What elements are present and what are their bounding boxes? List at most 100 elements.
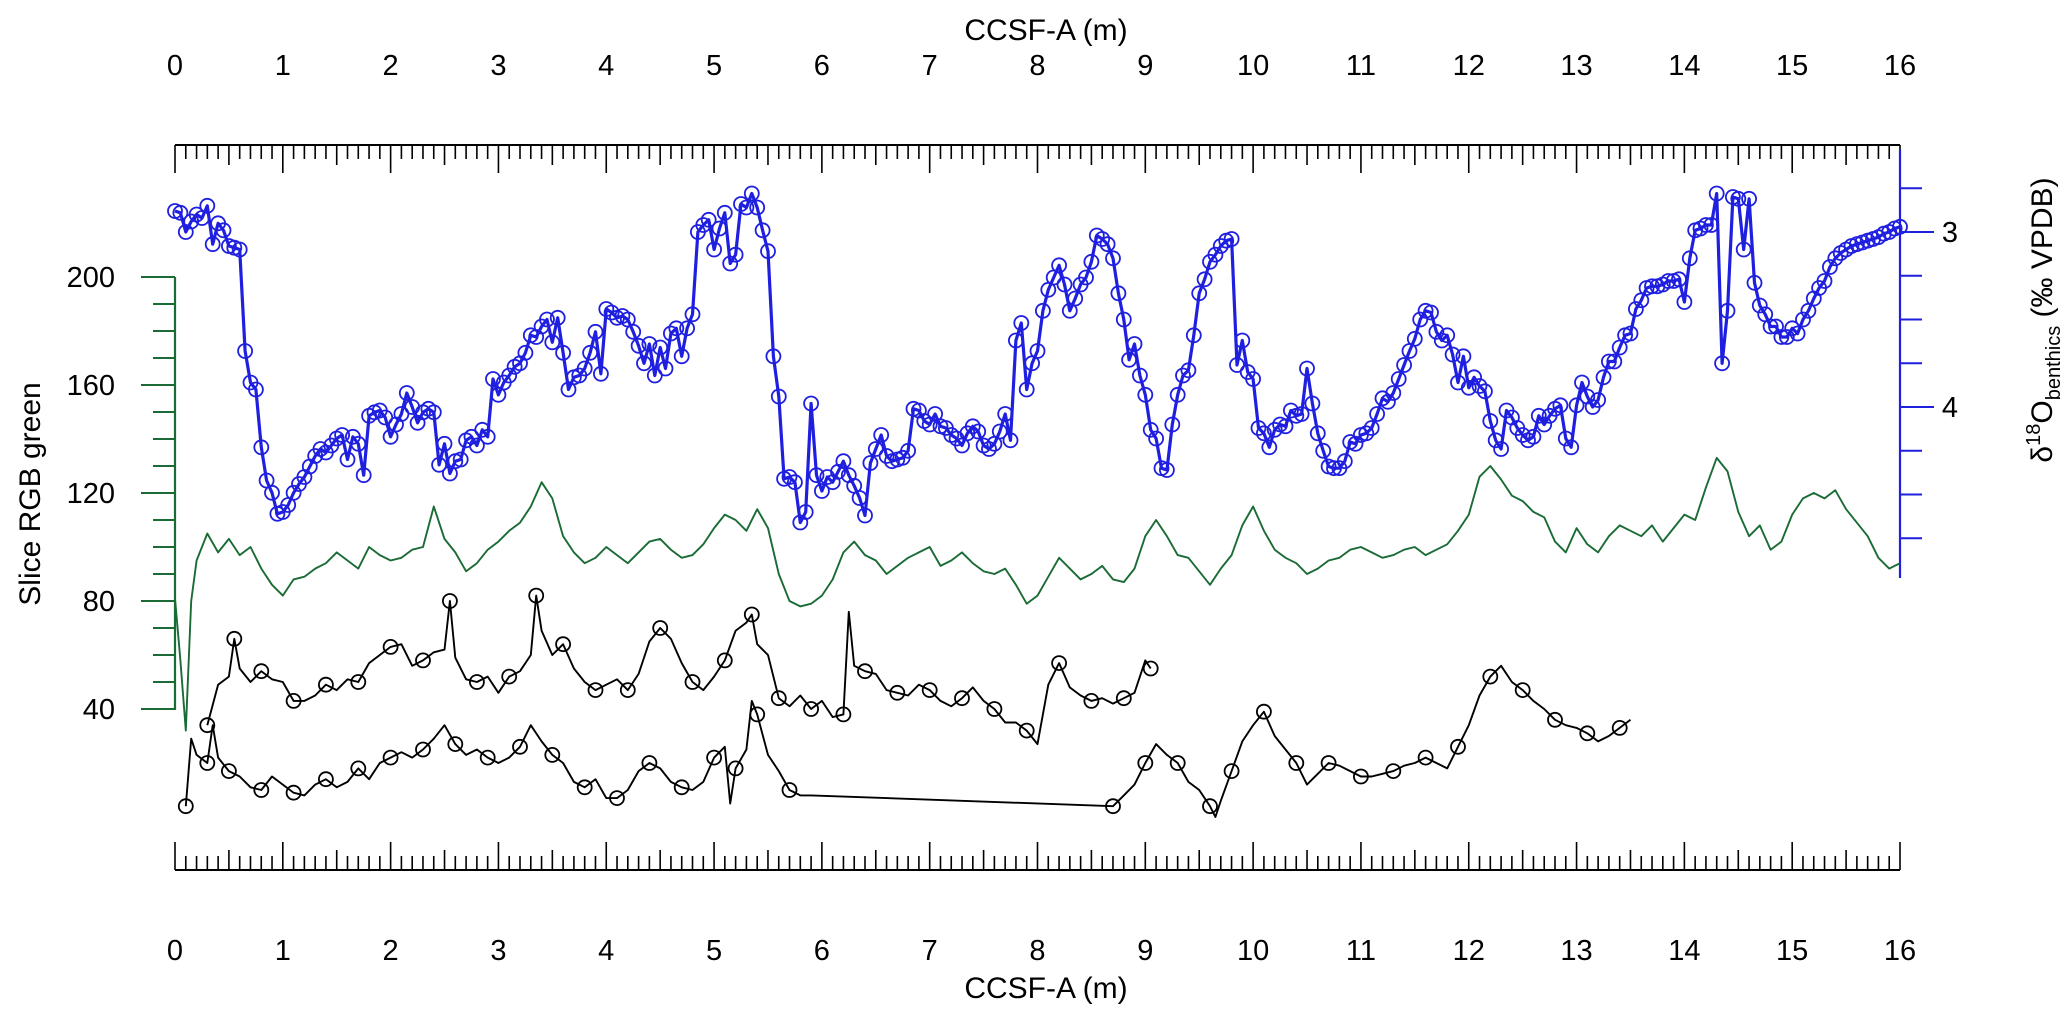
y-axis-right-title: δ18Obenthics (‰ VPDB) <box>2023 177 2065 462</box>
data-point-d18O <box>749 199 766 216</box>
data-point-hole-a <box>716 652 733 669</box>
data-point-hole-b <box>350 760 367 777</box>
data-point-d18O <box>636 355 652 372</box>
data-point-d18O <box>350 435 367 452</box>
data-point-d18O <box>339 451 356 468</box>
data-point-d18O <box>1013 315 1030 331</box>
x-axis-title-top: CCSF-A (m) <box>964 14 1127 47</box>
data-point-hole-a <box>317 676 334 693</box>
data-point-d18O <box>1035 302 1051 319</box>
data-point-d18O <box>1067 290 1084 307</box>
data-point-d18O <box>765 348 782 365</box>
data-point-hole-b <box>1137 755 1154 771</box>
y-left-tick-label: 160 <box>67 370 115 402</box>
data-point-hole-b <box>609 790 625 806</box>
data-point-d18O <box>1299 360 1315 377</box>
data-point-hole-b <box>576 779 593 796</box>
data-point-d18O <box>1223 231 1240 247</box>
data-point-d18O <box>1412 311 1429 328</box>
data-point-d18O <box>398 385 415 401</box>
data-point-d18O <box>1256 425 1272 442</box>
data-point-d18O <box>754 222 771 239</box>
data-point-hole-b <box>1514 682 1531 698</box>
axes-layer: 0 1 2 3 4 5 6 7 8 9 10 11 12 13 14 15 160 1 2 3 4 5 6 7 8 9 10 11 12… <box>67 50 1958 967</box>
data-point-hole-a <box>285 693 302 709</box>
x-tick-label-top: 8 <box>1029 50 1045 82</box>
x-tick-label-bottom: 1 <box>275 935 291 967</box>
data-point-d18O <box>706 241 722 258</box>
x-tick-label-bottom: 9 <box>1137 935 1153 967</box>
y-right-title-o: O <box>2026 400 2059 423</box>
data-point-d18O <box>760 243 776 260</box>
y-right-title-sup: 18 <box>2023 424 2045 446</box>
data-point-hole-b <box>1320 755 1337 771</box>
data-point-d18O <box>803 395 819 412</box>
data-point-d18O <box>603 304 620 321</box>
data-point-hole-a <box>803 701 819 717</box>
data-point-d18O <box>1482 413 1499 429</box>
data-point-d18O <box>1762 318 1779 335</box>
data-point-d18O <box>1029 343 1046 359</box>
data-point-d18O <box>1132 367 1148 384</box>
data-point-hole-a <box>382 639 399 655</box>
data-point-d18O <box>851 490 868 506</box>
x-tick-label-bottom: 5 <box>706 935 722 967</box>
data-point-hole-b <box>1417 749 1434 766</box>
data-point-hole-a <box>770 690 787 707</box>
data-point-d18O <box>1078 269 1094 286</box>
x-tick-label-bottom: 0 <box>167 935 183 967</box>
data-point-hole-a <box>199 717 216 734</box>
data-point-d18O <box>501 367 518 384</box>
data-point-d18O <box>1121 351 1137 368</box>
x-tick-label-bottom: 2 <box>383 935 399 967</box>
data-point-d18O <box>1094 231 1111 247</box>
data-point-d18O <box>1385 385 1402 401</box>
data-point-d18O <box>991 423 1008 440</box>
data-point-hole-a <box>415 652 431 669</box>
data-point-d18O <box>1250 420 1267 436</box>
data-point-hole-a <box>1051 655 1067 671</box>
data-point-d18O <box>1563 439 1580 456</box>
data-point-d18O <box>657 360 674 377</box>
data-point-d18O <box>964 418 981 435</box>
data-point-d18O <box>1293 406 1310 422</box>
data-point-d18O <box>1304 395 1321 412</box>
x-tick-label-bottom: 14 <box>1668 935 1700 967</box>
series-line-hole-b <box>184 664 1632 818</box>
data-point-d18O <box>1018 381 1035 398</box>
data-point-d18O <box>970 423 987 440</box>
data-point-hole-b <box>317 771 334 788</box>
series-line-hole-a <box>206 594 1152 746</box>
data-point-d18O <box>199 197 216 214</box>
data-point-d18O <box>1207 246 1224 263</box>
data-point-hole-b <box>177 798 194 815</box>
data-point-d18O <box>1358 425 1375 442</box>
data-point-d18O <box>1730 190 1747 207</box>
data-point-hole-b <box>285 784 302 801</box>
data-point-hole-b <box>253 782 270 798</box>
series-line-rgb-green <box>174 456 1901 732</box>
data-point-d18O <box>479 428 496 445</box>
data-point-hole-a <box>350 674 367 690</box>
data-point-d18O <box>1789 325 1806 342</box>
data-point-d18O <box>1574 374 1590 391</box>
data-point-d18O <box>1175 367 1191 384</box>
data-point-hole-a <box>619 682 636 698</box>
data-point-hole-b <box>447 736 464 752</box>
data-point-d18O <box>204 236 221 253</box>
data-point-hole-b <box>1288 755 1305 771</box>
data-point-d18O <box>231 241 248 258</box>
data-point-d18O <box>738 199 755 216</box>
data-point-d18O <box>1746 274 1763 291</box>
data-point-d18O <box>334 427 351 443</box>
data-point-d18O <box>1212 238 1229 254</box>
data-point-d18O <box>1660 273 1677 289</box>
x-tick-label-top: 2 <box>383 50 399 82</box>
data-point-d18O <box>1557 430 1574 447</box>
data-point-d18O <box>1471 378 1488 394</box>
data-point-d18O <box>700 211 717 228</box>
x-tick-label-bottom: 11 <box>1346 935 1376 967</box>
data-point-d18O <box>1180 362 1197 379</box>
data-point-d18O <box>355 467 372 484</box>
